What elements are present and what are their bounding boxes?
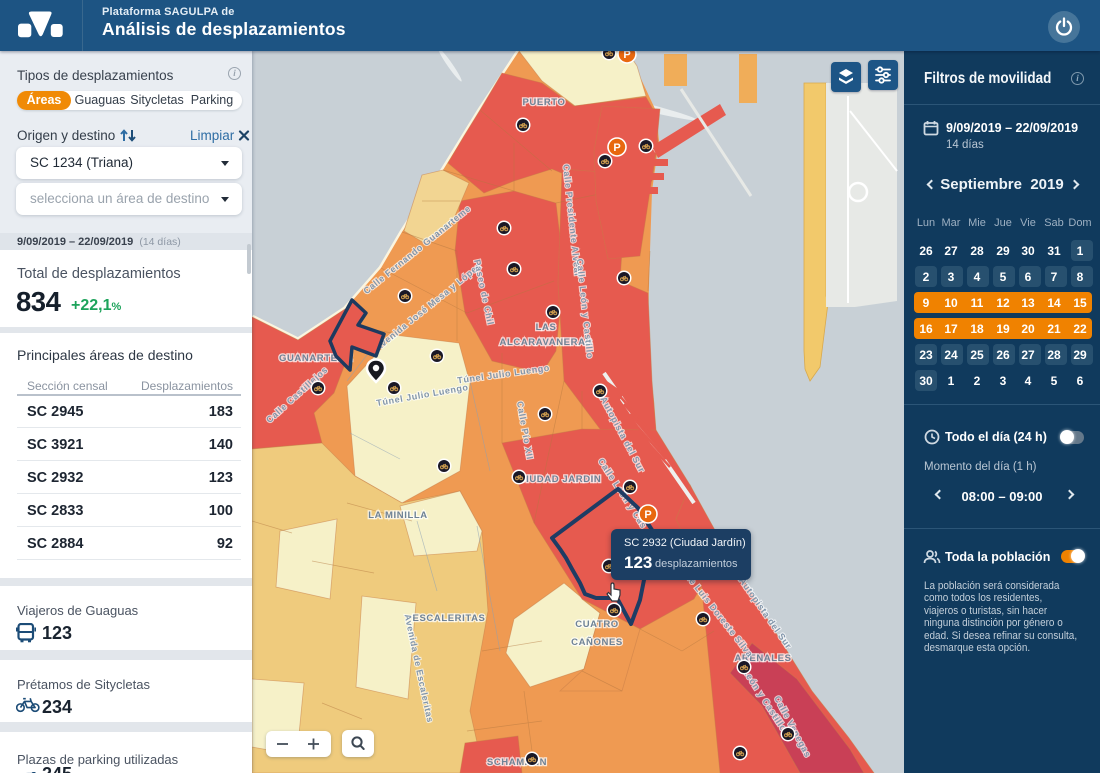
svg-text:CIUDAD JARDIN: CIUDAD JARDIN — [519, 474, 602, 485]
svg-text:P: P — [623, 51, 630, 61]
svg-text:ALCARAVANERAS: ALCARAVANERAS — [500, 337, 593, 348]
svg-text:CUATRO: CUATRO — [575, 619, 619, 630]
svg-text:P: P — [613, 142, 620, 154]
svg-text:LA MINILLA: LA MINILLA — [368, 510, 427, 521]
svg-text:ESCALERITAS: ESCALERITAS — [413, 613, 486, 624]
svg-text:CAÑONES: CAÑONES — [571, 637, 623, 648]
svg-text:PUERTO: PUERTO — [522, 97, 565, 108]
svg-text:P: P — [644, 509, 651, 521]
svg-text:LAS: LAS — [536, 322, 557, 333]
